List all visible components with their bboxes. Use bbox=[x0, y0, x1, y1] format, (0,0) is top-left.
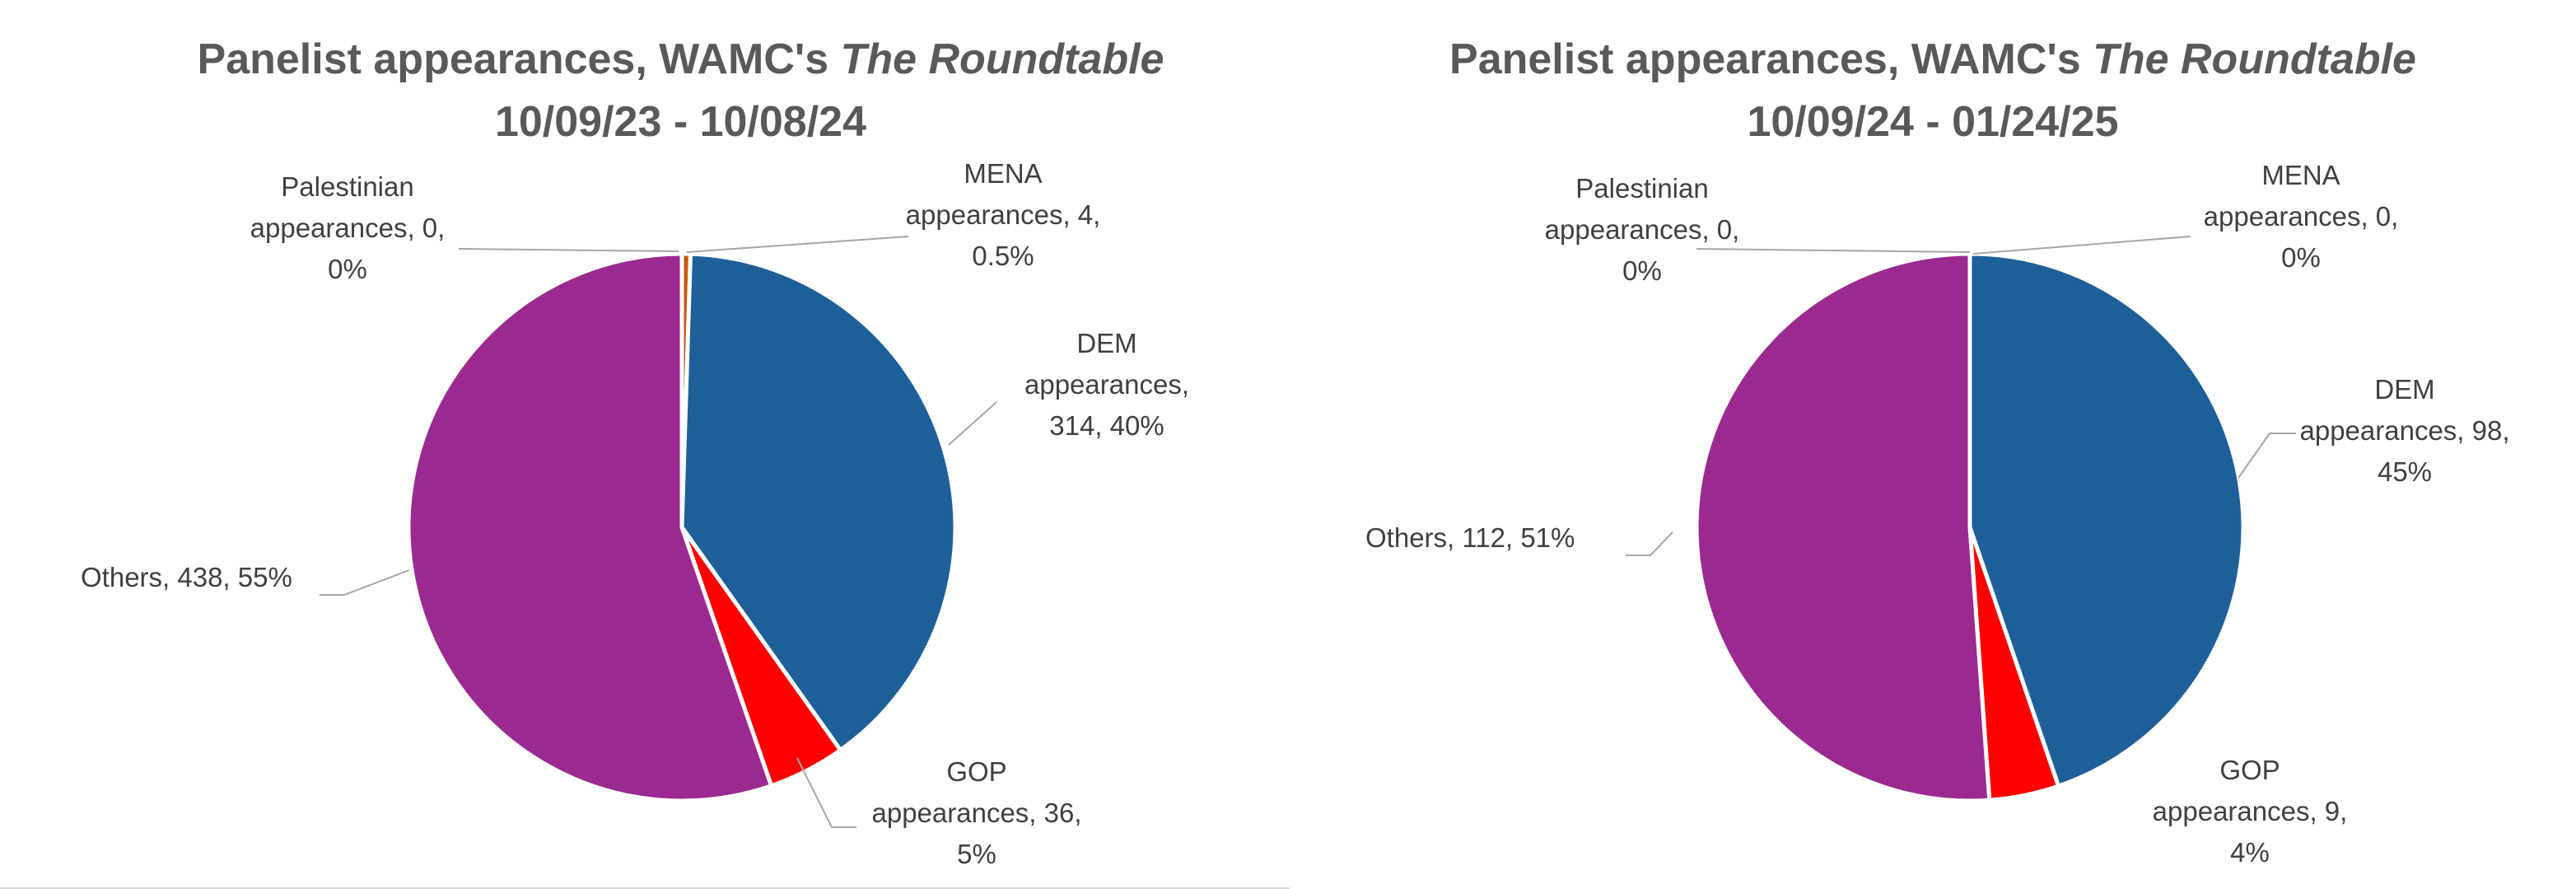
data-label-line: 0% bbox=[2281, 242, 2321, 273]
leader-line-others bbox=[320, 569, 410, 596]
pie-chart-svg: MENA appearances, 4, 0.5% DEM appearances, 31… bbox=[81, 158, 1189, 869]
data-label-line: Others, 112, 51% bbox=[1365, 522, 1575, 553]
data-label-line: GOP bbox=[2219, 755, 2280, 785]
data-label-line: DEM bbox=[2374, 374, 2434, 405]
data-label-line: appearances, 36, bbox=[871, 798, 1081, 828]
data-label-gop: GOP appearances, 36, 5% bbox=[871, 756, 1081, 869]
data-label-palestinian: Palestinian appearances, 0, 0% bbox=[250, 171, 446, 284]
data-label-line: 0% bbox=[1622, 255, 1662, 286]
data-label-dem: DEM appearances, 314, 40% bbox=[1024, 328, 1189, 441]
chart-panel-left: Panelist appearances, WAMC's The Roundta… bbox=[0, 0, 1363, 889]
pie-slice-dem bbox=[1967, 251, 2246, 788]
leader-line-others bbox=[1626, 531, 1673, 556]
data-label-line: appearances, 0, bbox=[250, 213, 446, 243]
data-label-gop: GOP appearances, 9, 4% bbox=[2153, 755, 2348, 868]
chart-title: Panelist appearances, WAMC's The Roundta… bbox=[1290, 28, 2576, 153]
data-label-line: DEM bbox=[1076, 328, 1136, 358]
title-italic-text: The Roundtable bbox=[840, 35, 1164, 83]
data-label-line: Palestinian bbox=[281, 171, 413, 202]
chart-title: Panelist appearances, WAMC's The Roundta… bbox=[0, 28, 1361, 153]
data-label-line: 0% bbox=[328, 254, 367, 284]
leader-line-mena bbox=[1972, 236, 2191, 255]
data-label-mena: MENA appearances, 0, 0% bbox=[2204, 160, 2399, 273]
data-label-others: Others, 112, 51% bbox=[1365, 522, 1575, 553]
data-label-mena: MENA appearances, 4, 0.5% bbox=[906, 158, 1101, 271]
pie-slice-others bbox=[406, 251, 774, 803]
data-label-line: appearances, 98, bbox=[2299, 415, 2509, 446]
title-text: Panelist appearances, WAMC's bbox=[1449, 35, 2093, 83]
title-italic-text: The Roundtable bbox=[2093, 35, 2416, 83]
data-label-line: MENA bbox=[964, 158, 1042, 189]
leader-line-palestinian bbox=[1696, 248, 1971, 253]
leader-line-dem bbox=[2238, 433, 2296, 479]
data-label-line: 314, 40% bbox=[1049, 410, 1164, 441]
data-label-line: GOP bbox=[946, 756, 1006, 787]
data-label-palestinian: Palestinian appearances, 0, 0% bbox=[1545, 173, 1740, 286]
data-label-line: appearances, 9, bbox=[2153, 796, 2348, 826]
data-label-line: appearances, bbox=[1024, 369, 1189, 400]
title-text: Panelist appearances, WAMC's bbox=[197, 35, 841, 83]
data-label-line: MENA bbox=[2261, 160, 2340, 190]
chart-subtitle: 10/09/24 - 01/24/25 bbox=[1747, 98, 2119, 146]
leader-line-dem bbox=[948, 401, 997, 446]
data-label-line: appearances, 0, bbox=[1545, 214, 1740, 245]
pie-chart-svg: MENA appearances, 0, 0% DEM appearances, 98,… bbox=[1365, 160, 2510, 868]
data-label-dem: DEM appearances, 98, 45% bbox=[2299, 374, 2509, 487]
pie-slice-others bbox=[1694, 251, 1992, 803]
chart-panel-right: Panelist appearances, WAMC's The Roundta… bbox=[1290, 0, 2576, 889]
pie-slice-dem bbox=[679, 251, 958, 752]
chart-subtitle: 10/09/23 - 10/08/24 bbox=[494, 98, 867, 146]
data-label-line: appearances, 4, bbox=[906, 199, 1101, 230]
data-label-line: 5% bbox=[957, 839, 996, 869]
data-label-others: Others, 438, 55% bbox=[81, 562, 292, 592]
leader-line-palestinian bbox=[458, 248, 679, 252]
data-label-line: 0.5% bbox=[972, 241, 1034, 271]
data-label-line: appearances, 0, bbox=[2204, 201, 2399, 232]
data-label-line: 45% bbox=[2378, 456, 2432, 487]
data-label-line: Palestinian bbox=[1575, 173, 1708, 204]
data-label-line: Others, 438, 55% bbox=[81, 562, 292, 592]
leader-line-gop bbox=[796, 757, 856, 828]
leader-line-mena bbox=[686, 236, 909, 253]
data-label-line: 4% bbox=[2230, 837, 2270, 868]
